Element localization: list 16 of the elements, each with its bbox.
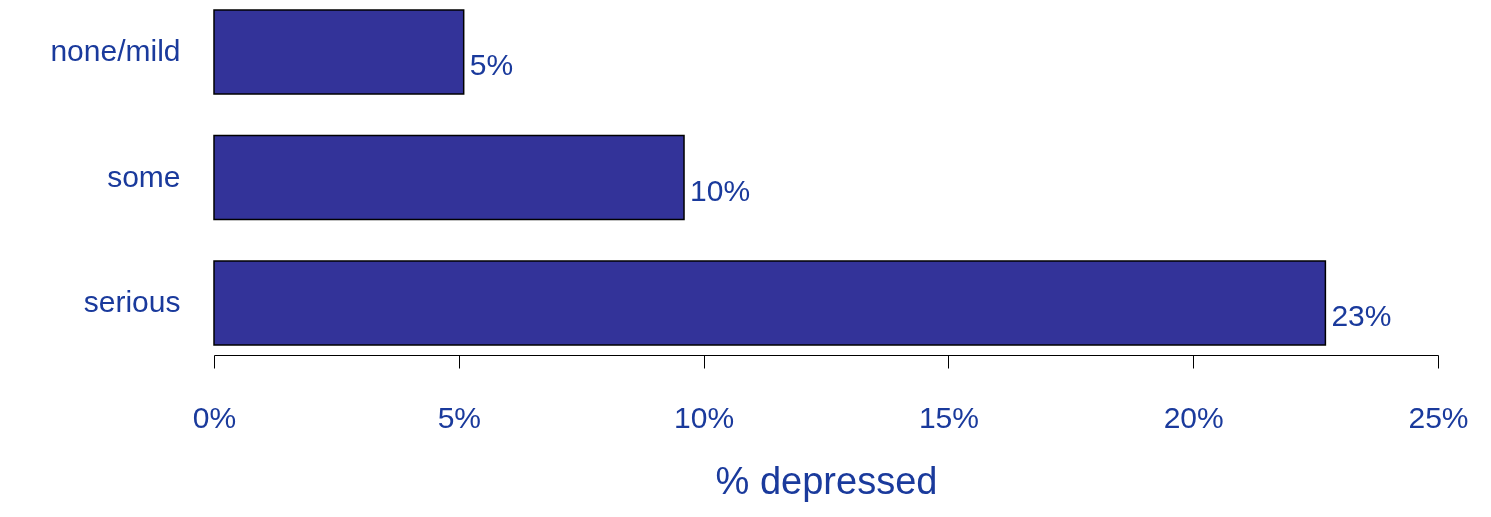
bar (213, 9, 465, 95)
data-label: 10% (690, 173, 751, 207)
x-tick-label: 10% (674, 400, 735, 434)
x-tick-label: 15% (918, 400, 979, 434)
data-label: 5% (469, 48, 514, 82)
x-tick-label: 5% (437, 400, 481, 434)
y-tick-label: serious (83, 284, 181, 318)
y-tick-label: some (107, 159, 181, 193)
x-tick-label: 0% (192, 400, 237, 434)
data-label: 23% (1331, 298, 1392, 332)
y-tick-label: none/mild (50, 34, 181, 68)
x-axis-title: % depressed (715, 459, 938, 502)
bar (213, 134, 685, 221)
bar (213, 260, 1327, 346)
x-tick-label: 25% (1408, 400, 1469, 434)
x-tick-label: 20% (1163, 400, 1224, 434)
